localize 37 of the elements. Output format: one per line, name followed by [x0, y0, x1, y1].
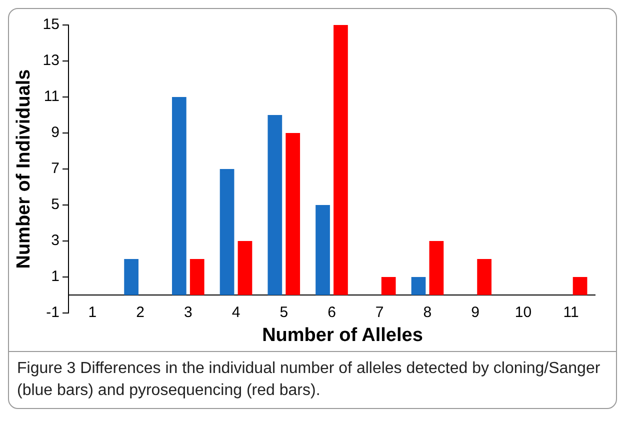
x-tick-label: 9 — [471, 304, 480, 322]
y-tick-label: 5 — [51, 196, 60, 214]
bar — [477, 259, 492, 295]
bar — [268, 115, 282, 295]
y-tick-label: 9 — [51, 124, 60, 142]
x-tick-label: 1 — [88, 304, 97, 322]
x-tick-label: 2 — [136, 304, 144, 322]
x-tick-label: 8 — [423, 304, 432, 322]
bar — [124, 259, 138, 295]
y-tick-label: 11 — [44, 88, 60, 106]
caption: Figure 3 Differences in the individual number of alleles detected by cloning/Sanger (blue bars) and pyrosequencing (red bars). — [17, 359, 602, 401]
x-tick-label: 3 — [184, 304, 192, 322]
y-tick-label: 15 — [42, 16, 60, 34]
bar — [286, 133, 300, 295]
x-tick-label: 4 — [232, 304, 240, 322]
bar — [429, 241, 444, 295]
y-tick-label: 3 — [51, 232, 60, 250]
x-tick-label: 10 — [514, 304, 532, 322]
y-tick-label: -1 — [46, 304, 60, 322]
bar — [172, 97, 186, 295]
bar — [190, 259, 204, 295]
x-tick-label: 6 — [328, 304, 336, 322]
y-tick-label: 13 — [42, 52, 60, 70]
y-tick-label: 7 — [51, 160, 60, 178]
y-axis-title: Number of Individuals — [14, 69, 35, 269]
bar — [411, 277, 426, 295]
x-tick-label: 5 — [280, 304, 288, 322]
bar — [316, 205, 330, 295]
bar — [572, 277, 588, 295]
bar — [381, 277, 396, 295]
bar — [220, 169, 234, 295]
x-tick-label: 11 — [563, 304, 579, 322]
x-tick-label: 7 — [375, 304, 384, 322]
bar — [238, 241, 252, 295]
y-tick-label: 1 — [51, 268, 60, 286]
x-axis-title: Number of Alleles — [261, 325, 424, 347]
bar — [334, 25, 348, 295]
